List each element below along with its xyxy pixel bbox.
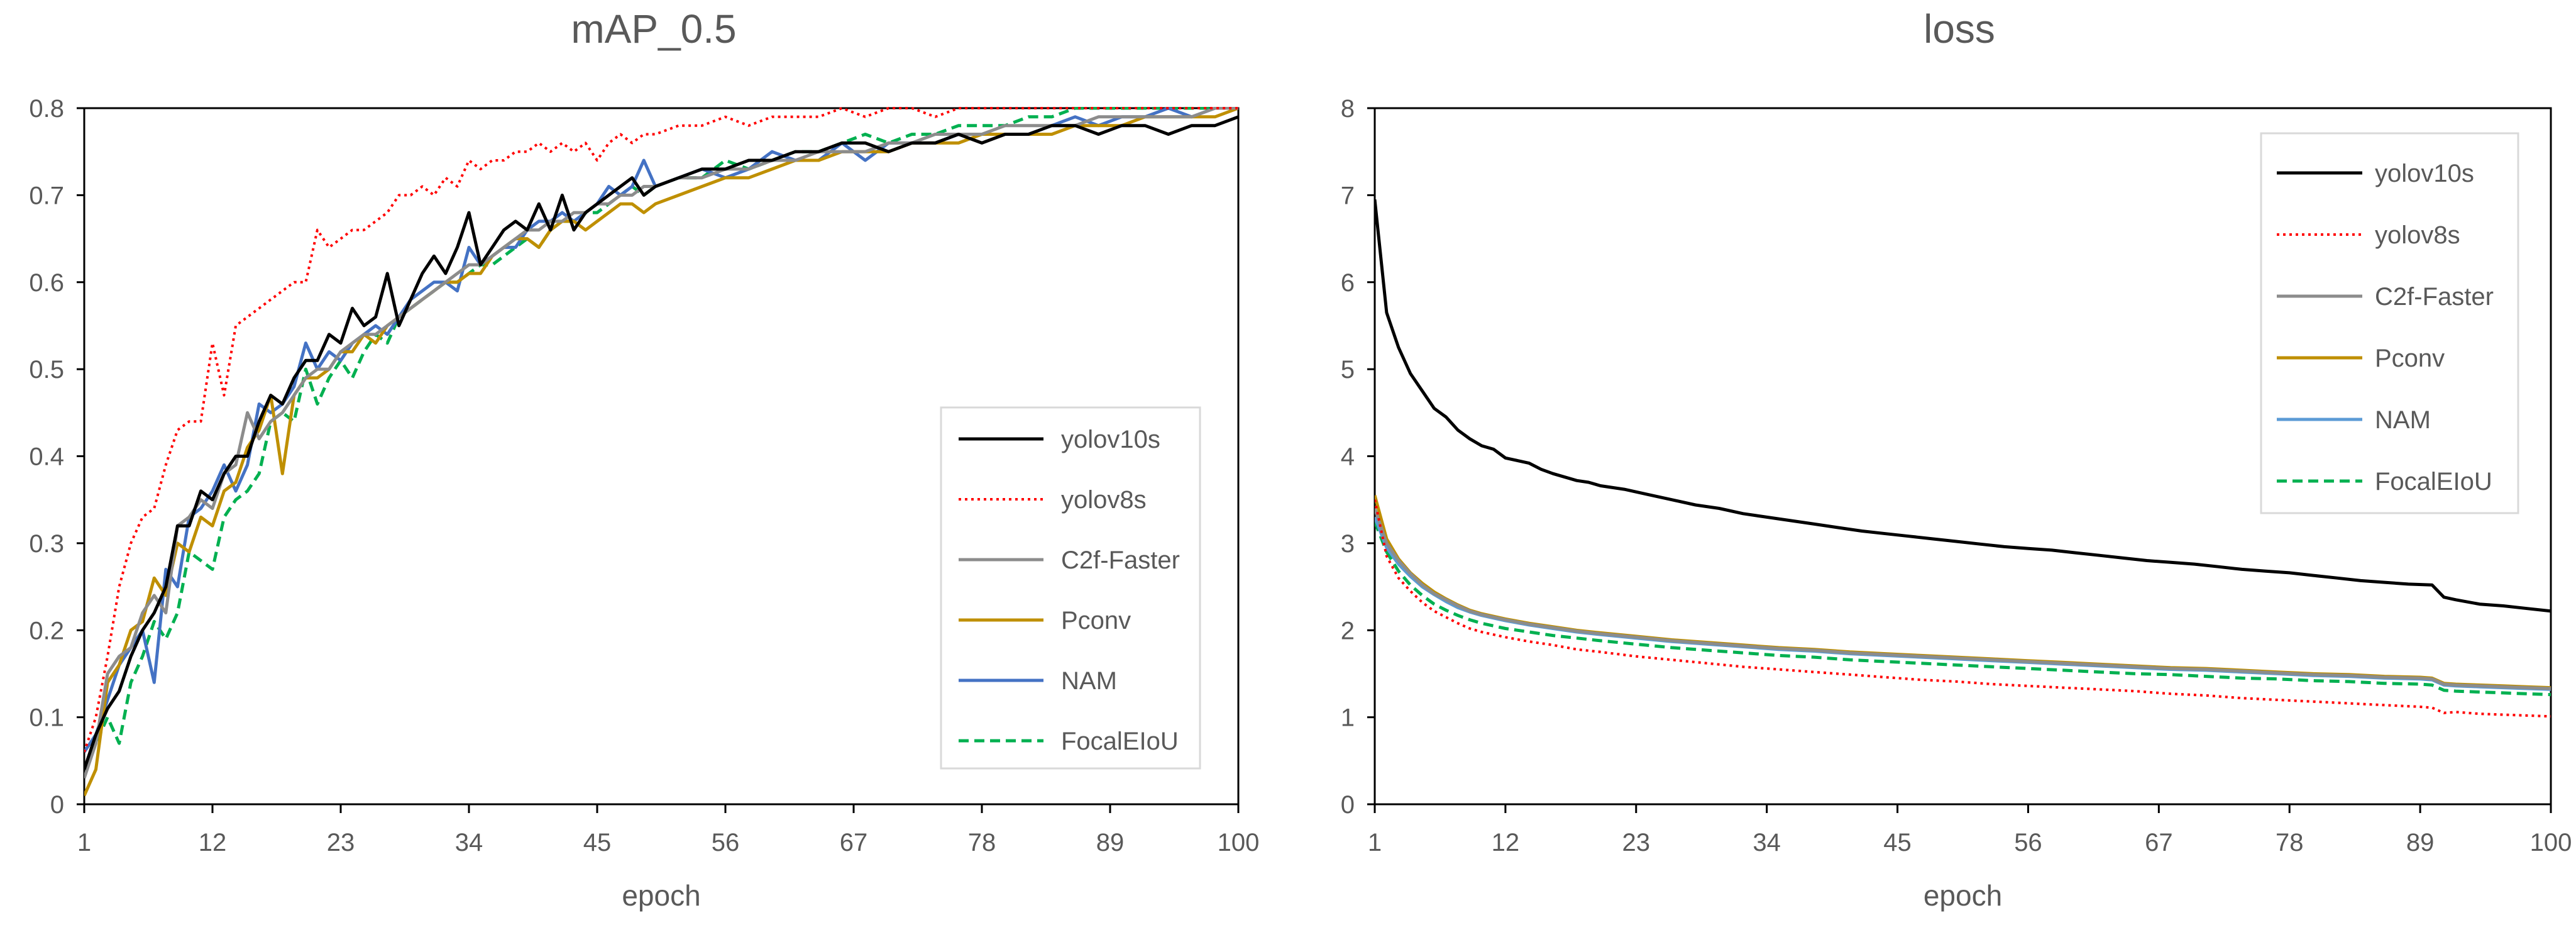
legend-label: yolov8s (1061, 486, 1147, 514)
y-tick-label: 3 (1341, 530, 1355, 558)
legend-label: yolov10s (2375, 160, 2474, 187)
x-tick-label: 67 (2145, 829, 2173, 856)
x-tick-label: 56 (712, 829, 740, 856)
legend-label: yolov8s (2375, 221, 2460, 249)
series-line-c2f-faster (1375, 507, 2551, 690)
x-tick-label: 23 (1622, 829, 1651, 856)
y-tick-label: 5 (1341, 356, 1355, 384)
legend-label: C2f-Faster (1061, 546, 1180, 574)
x-tick-label: 1 (1368, 829, 1382, 856)
legend-label: Pconv (1061, 607, 1131, 634)
legend-label: NAM (1061, 667, 1117, 695)
x-tick-label: 45 (1883, 829, 1912, 856)
y-tick-label: 2 (1341, 617, 1355, 645)
x-tick-label: 23 (327, 829, 355, 856)
x-tick-label: 78 (2276, 829, 2304, 856)
x-tick-label: 34 (455, 829, 483, 856)
y-tick-label: 0.6 (29, 269, 64, 297)
y-tick-label: 6 (1341, 269, 1355, 297)
x-axis-label: epoch (622, 879, 700, 912)
legend-label: yolov10s (1061, 426, 1160, 453)
y-tick-label: 0 (50, 791, 64, 819)
y-tick-label: 0.5 (29, 356, 64, 384)
legend-box (940, 406, 1201, 770)
legend-label: Pconv (2375, 345, 2445, 372)
x-tick-label: 45 (583, 829, 612, 856)
legend-box (2260, 132, 2519, 514)
series-line-focaleiou (84, 107, 1238, 770)
x-tick-label: 89 (2406, 829, 2435, 856)
x-tick-label: 34 (1753, 829, 1781, 856)
x-tick-label: 12 (1492, 829, 1520, 856)
x-tick-label: 89 (1096, 829, 1125, 856)
y-tick-label: 8 (1341, 95, 1355, 123)
legend-label: FocalEIoU (1061, 728, 1179, 755)
y-tick-label: 0.4 (29, 443, 64, 471)
series-line-c2f-faster (84, 107, 1238, 779)
legend-label: C2f-Faster (2375, 283, 2494, 311)
x-tick-label: 100 (1218, 829, 1260, 856)
legend-label: NAM (2375, 406, 2431, 434)
y-tick-label: 0.8 (29, 95, 64, 123)
series-line-yolov10s (1375, 199, 2551, 613)
y-tick-label: 7 (1341, 182, 1355, 209)
x-axis-label: epoch (1924, 879, 2002, 912)
y-tick-label: 0.2 (29, 617, 64, 645)
chart-title: loss (1924, 6, 1995, 52)
x-tick-label: 100 (2530, 829, 2572, 856)
y-tick-label: 0 (1341, 791, 1355, 819)
y-tick-label: 1 (1341, 704, 1355, 732)
legend-label: FocalEIoU (2375, 468, 2492, 496)
x-tick-label: 67 (840, 829, 868, 856)
y-tick-label: 0.3 (29, 530, 64, 558)
chart-title: mAP_0.5 (571, 6, 736, 52)
y-tick-label: 4 (1341, 443, 1355, 471)
series-line-focaleiou (1375, 521, 2551, 697)
y-tick-label: 0.7 (29, 182, 64, 209)
y-tick-label: 0.1 (29, 704, 64, 732)
x-tick-label: 1 (77, 829, 91, 856)
x-tick-label: 12 (199, 829, 227, 856)
x-tick-label: 78 (968, 829, 996, 856)
legend: yolov10s yolov8s C2f-Faster Pconv NAM FocalEI… (940, 406, 1201, 770)
chart-0: mAP_0.5 0 0.1 0.2 0.3 0.4 0.5 0.6 0.7 0.8 1 12 23 34 4… (29, 6, 1259, 912)
series-line-yolov8s (1375, 499, 2551, 718)
legend: yolov10s yolov8s C2f-Faster Pconv NAM FocalEI… (2260, 132, 2519, 514)
series-line-yolov10s (84, 115, 1238, 770)
x-tick-label: 56 (2014, 829, 2042, 856)
